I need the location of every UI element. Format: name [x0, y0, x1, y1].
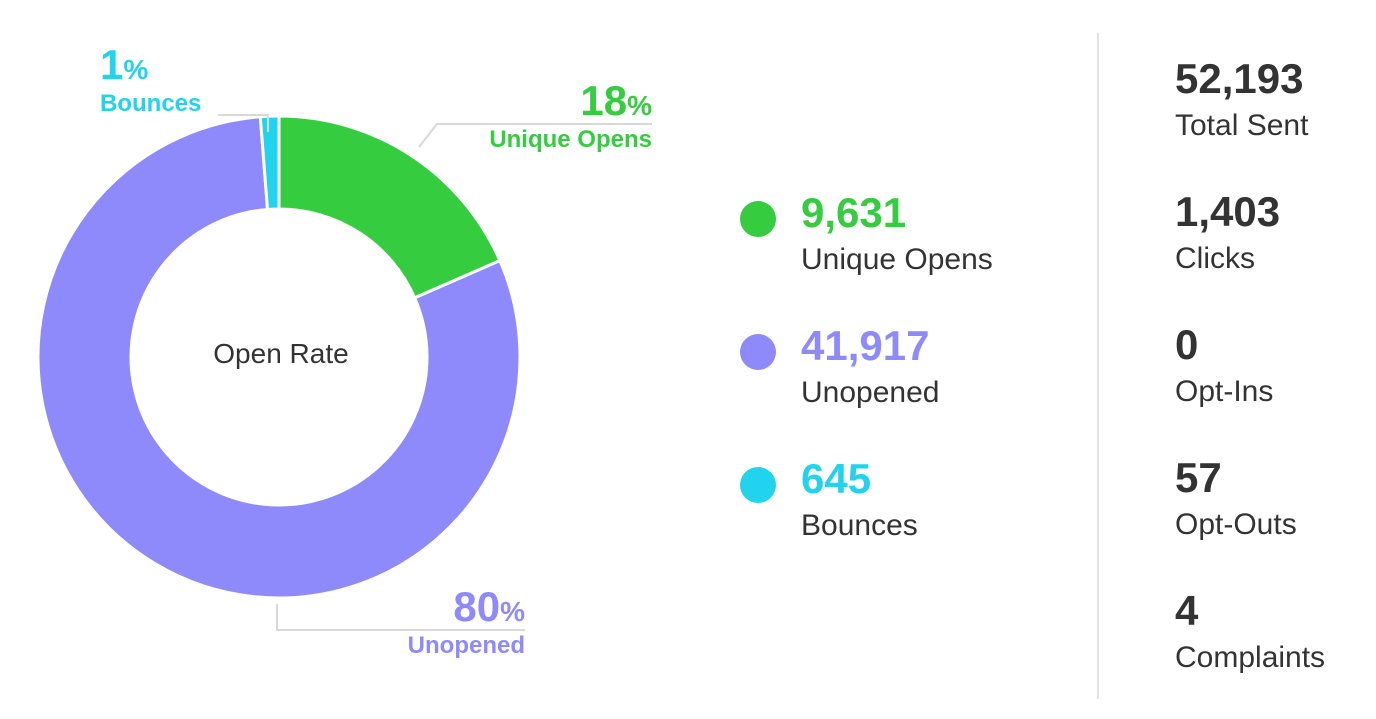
stat-label-total-sent: Total Sent: [1175, 109, 1309, 142]
legend-label-unopened: Unopened: [801, 376, 940, 409]
stat-label-opt-ins: Opt-Ins: [1175, 375, 1274, 408]
legend-value-unopened: 41,917: [801, 322, 930, 369]
legend-value-unique-opens: 9,631: [801, 189, 907, 236]
donut-slice-unique-opens: [277, 114, 502, 300]
slice-name-bounces: Bounces: [100, 90, 202, 117]
legend-label-bounces: Bounces: [801, 509, 918, 542]
stat-value-opt-outs: 57: [1175, 454, 1222, 501]
vertical-divider: [1097, 33, 1099, 699]
stat-value-opt-ins: 0: [1175, 321, 1199, 368]
stat-value-complaints: 4: [1175, 587, 1199, 634]
stat-label-opt-outs: Opt-Outs: [1175, 508, 1297, 541]
stat-value-clicks: 1,403: [1175, 188, 1281, 235]
slice-label-bounces: 1% Bounces: [100, 44, 201, 116]
stat-label-clicks: Clicks: [1175, 242, 1255, 275]
legend-dot-unopened: [740, 334, 776, 370]
slice-percent-bounces: 1%: [100, 41, 149, 88]
leader-bounces: [218, 114, 269, 132]
legend-label-unique-opens: Unique Opens: [801, 243, 993, 276]
donut-slice-bounces: [258, 114, 281, 212]
legend-value-bounces: 645: [801, 455, 872, 502]
leader-unopened: [276, 604, 525, 631]
donut-center-title: Open Rate: [213, 338, 349, 369]
slice-label-unique-opens: 18% Unique Opens: [489, 80, 652, 152]
slice-percent-unique-opens: 18%: [580, 77, 652, 124]
stat-label-complaints: Complaints: [1175, 641, 1326, 674]
slice-name-unopened: Unopened: [407, 632, 525, 659]
legend-dot-bounces: [740, 467, 776, 503]
leader-unique-opens: [418, 123, 652, 148]
slice-name-unique-opens: Unique Opens: [489, 126, 652, 153]
donut-slice-unopened: [36, 115, 522, 600]
legend-dot-unique-opens: [740, 201, 776, 237]
slice-percent-unopened: 80%: [453, 583, 525, 630]
slice-label-unopened: 80% Unopened: [408, 586, 525, 658]
stat-value-total-sent: 52,193: [1175, 55, 1304, 102]
